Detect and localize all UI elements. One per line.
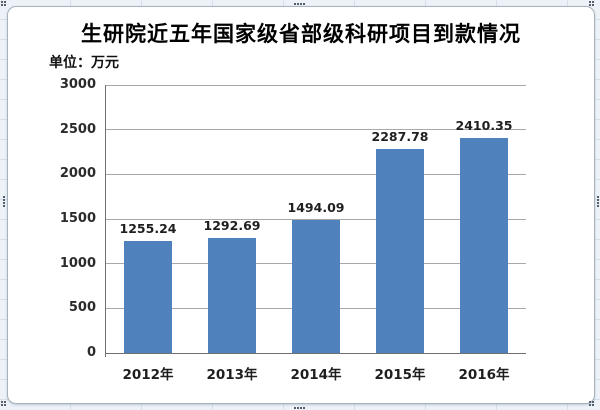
y-axis-tick-label: 2500 — [59, 121, 96, 137]
x-axis-tick-label: 2015年 — [374, 367, 426, 383]
x-axis-tick-label: 2016年 — [458, 367, 510, 383]
x-axis-tick-label: 2013年 — [206, 367, 258, 383]
bar-2012年[interactable] — [124, 240, 172, 353]
gridline — [106, 84, 526, 86]
y-axis-tick-label: 3000 — [59, 77, 96, 92]
y-axis-tick-label: 0 — [86, 345, 96, 360]
bar-value-label: 1494.09 — [287, 199, 345, 215]
unit-label: 单位：万元 — [49, 55, 119, 71]
bar-2016年[interactable] — [460, 137, 508, 353]
bar-value-label: 1292.69 — [203, 217, 261, 233]
gridline — [106, 129, 526, 131]
selection-handle-top-right[interactable] — [589, 1, 598, 10]
selection-handle-bottom-center[interactable] — [294, 404, 305, 410]
gridline — [106, 218, 526, 220]
selection-handle-top-left[interactable] — [1, 1, 10, 10]
y-axis-tick-label: 1500 — [59, 211, 96, 226]
chart-object[interactable]: 生研院近五年国家级省部级科研项目到款情况 单位：万元 0 500 1000 1500 2… — [7, 6, 595, 404]
selection-handle-bottom-left[interactable] — [1, 401, 10, 410]
y-axis-tick-label: 2000 — [59, 166, 96, 182]
selection-handle-left-middle[interactable] — [0, 196, 9, 207]
bar-2014年[interactable] — [292, 219, 340, 353]
y-axis-tick-label: 1000 — [59, 255, 96, 271]
selection-handle-right-middle[interactable] — [594, 196, 600, 207]
selection-handle-bottom-right[interactable] — [589, 401, 598, 410]
plot-area: 0 500 1000 1500 2000 2500 3000 1255.24 2012年 1292… — [60, 77, 526, 383]
x-axis-tick-label: 2012年 — [122, 367, 174, 383]
x-axis-tick-label: 2014年 — [290, 367, 342, 383]
y-axis-line — [105, 85, 106, 357]
bar-2013年[interactable] — [208, 237, 256, 353]
x-axis-line — [105, 353, 526, 354]
selection-handle-top-center[interactable] — [294, 0, 305, 9]
y-axis-tick-label: 500 — [68, 300, 96, 316]
bar-value-label: 2410.35 — [455, 117, 513, 133]
bar-value-label: 1255.24 — [119, 220, 177, 236]
bar-value-label: 2287.78 — [371, 128, 429, 144]
gridline — [106, 173, 526, 175]
bar-2015年[interactable] — [376, 148, 424, 353]
chart-title: 生研院近五年国家级省部级科研项目到款情况 — [81, 21, 521, 46]
